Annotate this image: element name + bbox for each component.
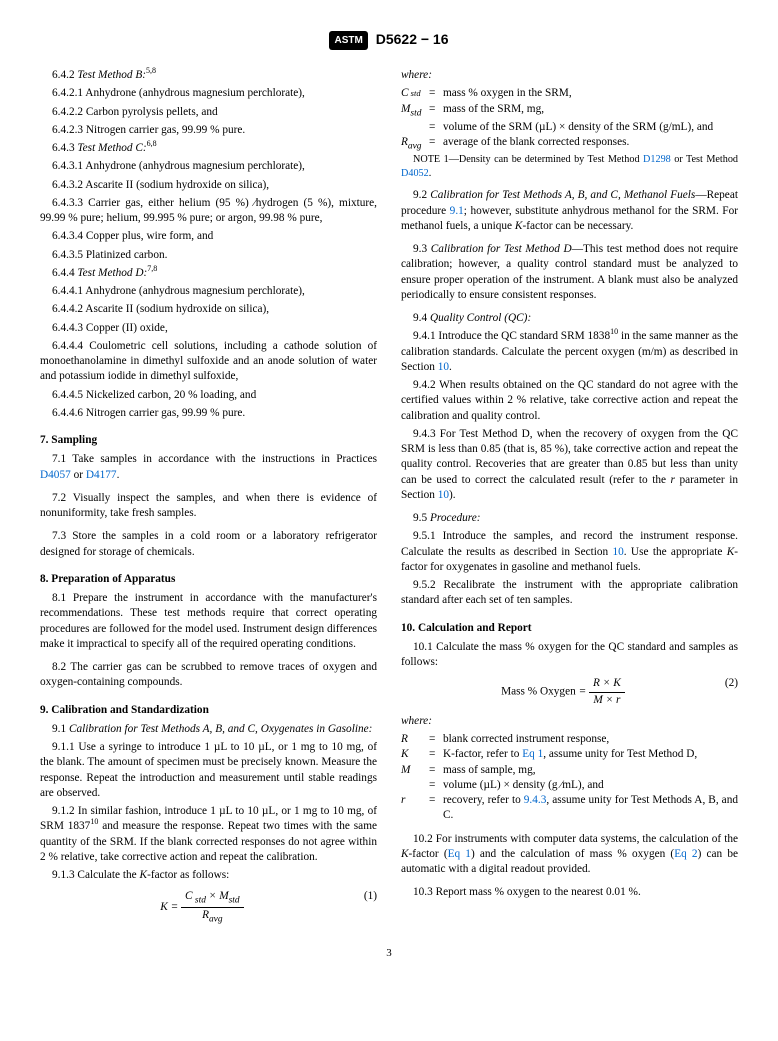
link-sec10-b[interactable]: 10 — [438, 489, 449, 501]
heading-10: 10. Calculation and Report — [401, 621, 738, 636]
p-6.4.4.3: 6.4.4.3 Copper (II) oxide, — [40, 321, 377, 336]
content-columns: 6.4.2 Test Method B:5,8 6.4.2.1 Anhydron… — [40, 68, 738, 926]
page-header: ASTM D5622 − 16 — [40, 30, 738, 50]
p-7.3: 7.3 Store the samples in a cold room or … — [40, 529, 377, 560]
p-9.4: 9.4 Quality Control (QC): — [401, 311, 738, 326]
p-9.1.3: 9.1.3 Calculate the K-factor as follows: — [40, 868, 377, 883]
p-8.1: 8.1 Prepare the instrument in accordance… — [40, 591, 377, 652]
link-eq1-b[interactable]: Eq 1 — [448, 848, 471, 860]
p-9.1.2: 9.1.2 In similar fashion, introduce 1 µL… — [40, 804, 377, 865]
where-M: M=mass of sample, mg, — [401, 763, 738, 778]
where-M2: =volume (µL) × density (g ⁄mL), and — [401, 778, 738, 793]
p-10.3: 10.3 Report mass % oxygen to the nearest… — [401, 885, 738, 900]
p-7.2: 7.2 Visually inspect the samples, and wh… — [40, 491, 377, 522]
p-10.1: 10.1 Calculate the mass % oxygen for the… — [401, 640, 738, 671]
p-9.1.1: 9.1.1 Use a syringe to introduce 1 µL to… — [40, 740, 377, 801]
p-6.4.4.1: 6.4.4.1 Anhydrone (anhydrous magnesium p… — [40, 284, 377, 299]
link-9.4.3[interactable]: 9.4.3 — [524, 794, 547, 806]
p-7.1: 7.1 Take samples in accordance with the … — [40, 452, 377, 483]
p-6.4.3.2: 6.4.3.2 Ascarite II (sodium hydroxide on… — [40, 178, 377, 193]
p-9.1: 9.1 Calibration for Test Methods A, B, a… — [40, 722, 377, 737]
heading-7: 7. Sampling — [40, 433, 377, 448]
link-d4177[interactable]: D4177 — [86, 469, 117, 481]
page-number: 3 — [40, 946, 738, 961]
where-R: R=blank corrected instrument response, — [401, 732, 738, 747]
p-9.5.1: 9.5.1 Introduce the samples, and record … — [401, 529, 738, 575]
p-6.4.4.2: 6.4.4.2 Ascarite II (sodium hydroxide on… — [40, 302, 377, 317]
p-6.4.3.5: 6.4.3.5 Platinized carbon. — [40, 248, 377, 263]
where-ravg: Ravg=average of the blank corrected resp… — [401, 135, 738, 153]
note-1: NOTE 1—Density can be determined by Test… — [401, 153, 738, 181]
heading-9: 9. Calibration and Standardization — [40, 703, 377, 718]
p-6.4.3: 6.4.3 Test Method C:6,8 — [40, 141, 377, 156]
p-6.4.2.2: 6.4.2.2 Carbon pyrolysis pellets, and — [40, 105, 377, 120]
p-6.4.3.4: 6.4.3.4 Copper plus, wire form, and — [40, 229, 377, 244]
where-1: where: — [401, 68, 738, 83]
p-9.4.2: 9.4.2 When results obtained on the QC st… — [401, 378, 738, 424]
where-K: K=K-factor, refer to Eq 1, assume unity … — [401, 747, 738, 762]
p-9.3: 9.3 Calibration for Test Method D—This t… — [401, 242, 738, 303]
doc-number: D5622 − 16 — [376, 31, 449, 47]
where-mstd: Mstd=mass of the SRM, mg, — [401, 102, 738, 120]
p-6.4.4: 6.4.4 Test Method D:7,8 — [40, 266, 377, 281]
link-d1298[interactable]: D1298 — [643, 154, 671, 165]
p-6.4.2.3: 6.4.2.3 Nitrogen carrier gas, 99.99 % pu… — [40, 123, 377, 138]
p-9.4.1: 9.4.1 Introduce the QC standard SRM 1838… — [401, 329, 738, 375]
p-8.2: 8.2 The carrier gas can be scrubbed to r… — [40, 660, 377, 691]
p-6.4.4.6: 6.4.4.6 Nitrogen carrier gas, 99.99 % pu… — [40, 406, 377, 421]
equation-2: Mass % Oxygen = R × KM × r (2) — [401, 676, 738, 708]
link-eq2[interactable]: Eq 2 — [674, 848, 697, 860]
link-9.1[interactable]: 9.1 — [450, 205, 464, 217]
p-6.4.3.1: 6.4.3.1 Anhydrone (anhydrous magnesium p… — [40, 159, 377, 174]
equation-1: K = C std × MstdRavg (1) — [40, 889, 377, 926]
p-9.5.2: 9.5.2 Recalibrate the instrument with th… — [401, 578, 738, 609]
p-9.5: 9.5 Procedure: — [401, 511, 738, 526]
p-10.2: 10.2 For instruments with computer data … — [401, 832, 738, 878]
link-sec10-c[interactable]: 10 — [613, 546, 624, 558]
p-9.2: 9.2 Calibration for Test Methods A, B, a… — [401, 188, 738, 234]
p-6.4.2.1: 6.4.2.1 Anhydrone (anhydrous magnesium p… — [40, 86, 377, 101]
p-6.4.4.4: 6.4.4.4 Coulometric cell solutions, incl… — [40, 339, 377, 385]
p-6.4.2: 6.4.2 Test Method B:5,8 — [40, 68, 377, 83]
p-6.4.4.5: 6.4.4.5 Nickelized carbon, 20 % loading,… — [40, 388, 377, 403]
where-mstd2: =volume of the SRM (µL) × density of the… — [401, 120, 738, 135]
p-9.4.3: 9.4.3 For Test Method D, when the recove… — [401, 427, 738, 503]
where-2: where: — [401, 714, 738, 729]
astm-logo: ASTM — [329, 31, 367, 51]
heading-8: 8. Preparation of Apparatus — [40, 572, 377, 587]
where-r: r=recovery, refer to 9.4.3, assume unity… — [401, 793, 738, 824]
link-sec10-a[interactable]: 10 — [438, 361, 449, 373]
link-eq1[interactable]: Eq 1 — [522, 748, 543, 760]
link-d4052[interactable]: D4052 — [401, 168, 429, 179]
where-cstd: C std=mass % oxygen in the SRM, — [401, 86, 738, 101]
p-6.4.3.3: 6.4.3.3 Carrier gas, either helium (95 %… — [40, 196, 377, 227]
link-d4057[interactable]: D4057 — [40, 469, 71, 481]
